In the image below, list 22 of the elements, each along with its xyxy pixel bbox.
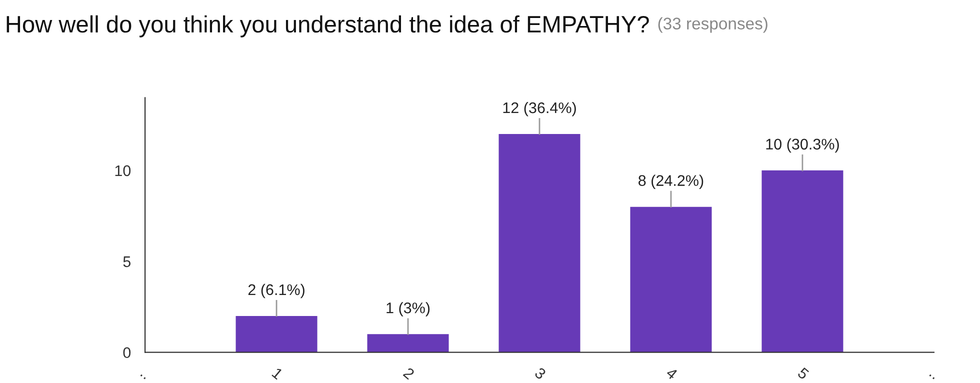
x-tick-label: .. [929, 374, 935, 380]
x-tick-label: 5 [797, 367, 810, 380]
y-tick-label: 0 [123, 347, 131, 358]
bar [630, 206, 712, 352]
chart-title: How well do you think you understand the idea of EMPATHY? [6, 15, 649, 38]
bar [236, 316, 318, 352]
y-tick-label: 5 [123, 256, 131, 268]
bar [498, 134, 580, 352]
x-tick-label: 2 [402, 367, 415, 380]
bar [762, 170, 844, 352]
chart-subtitle: (33 responses) [658, 17, 768, 33]
data-label: 10 (30.3%) [766, 138, 839, 153]
y-tick-label: 10 [115, 165, 131, 176]
data-label: 12 (36.4%) [503, 102, 576, 116]
x-tick-label: 1 [272, 367, 284, 380]
x-tick-label: 4 [665, 366, 678, 380]
bar [367, 334, 449, 352]
data-label: 2 (6.1%) [248, 284, 304, 298]
data-label: 8 (24.2%) [638, 174, 704, 189]
x-tick-label: 3 [534, 366, 547, 380]
x-tick-label: .. [140, 374, 146, 380]
data-label: 1 (3%) [386, 302, 430, 316]
